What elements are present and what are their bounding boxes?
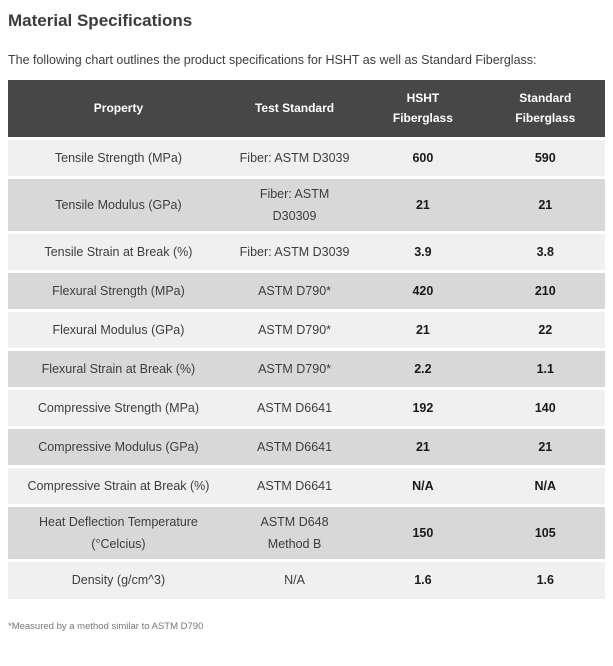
cell-hsht: 420 [360, 269, 486, 310]
cell-hsht: 192 [360, 386, 486, 427]
cell-property: Tensile Modulus (GPa) [8, 175, 229, 232]
footnote: *Measured by a method similar to ASTM D7… [8, 621, 204, 632]
table-row: Flexural Modulus (GPa) ASTM D790* 21 22 [8, 308, 605, 349]
cell-test-standard: ASTM D790* [228, 347, 361, 388]
cell-test-standard: ASTM D790* [228, 308, 361, 349]
cell-standard: 22 [485, 308, 605, 349]
cell-standard: 1.6 [485, 558, 605, 599]
cell-property: Heat Deflection Temperature (°Celcius) [8, 503, 229, 560]
table-row: Flexural Strength (MPa) ASTM D790* 420 210 [8, 269, 605, 310]
table-header-row: Property Test Standard HSHT Fiberglass S… [8, 80, 605, 138]
cell-hsht: 21 [360, 175, 486, 232]
table-row: Tensile Strength (MPa) Fiber: ASTM D3039 6… [8, 136, 605, 177]
cell-hsht: 600 [360, 136, 486, 177]
table-row: Heat Deflection Temperature (°Celcius) AS… [8, 503, 605, 560]
page-title: Material Specifications [8, 11, 193, 30]
col-header-property: Property [8, 80, 229, 138]
cell-property: Compressive Strength (MPa) [8, 386, 229, 427]
cell-hsht: N/A [360, 464, 486, 505]
cell-hsht: 21 [360, 425, 486, 466]
cell-hsht: 150 [360, 503, 486, 560]
cell-hsht: 1.6 [360, 558, 486, 599]
cell-test-standard: ASTM D648 Method B [228, 503, 361, 560]
cell-property: Tensile Strain at Break (%) [8, 230, 229, 271]
cell-standard: 3.8 [485, 230, 605, 271]
table-row: Compressive Modulus (GPa) ASTM D6641 21 21 [8, 425, 605, 466]
cell-test-standard: ASTM D6641 [228, 464, 361, 505]
cell-test-standard: ASTM D6641 [228, 386, 361, 427]
cell-standard: N/A [485, 464, 605, 505]
intro-text: The following chart outlines the product… [8, 53, 537, 67]
table-body: Tensile Strength (MPa) Fiber: ASTM D3039 6… [8, 136, 605, 599]
cell-property: Flexural Strength (MPa) [8, 269, 229, 310]
cell-property: Compressive Strain at Break (%) [8, 464, 229, 505]
cell-test-standard: Fiber: ASTM D3039 [228, 230, 361, 271]
cell-standard: 210 [485, 269, 605, 310]
cell-test-standard: Fiber: ASTM D30309 [228, 175, 361, 232]
table-row: Compressive Strength (MPa) ASTM D6641 192 1… [8, 386, 605, 427]
table-row: Tensile Modulus (GPa) Fiber: ASTM D30309 2… [8, 175, 605, 232]
cell-standard: 21 [485, 175, 605, 232]
table-row: Flexural Strain at Break (%) ASTM D790* 2.… [8, 347, 605, 388]
material-spec-table: Property Test Standard HSHT Fiberglass S… [8, 80, 605, 599]
cell-property: Flexural Strain at Break (%) [8, 347, 229, 388]
col-header-test-standard: Test Standard [228, 80, 361, 138]
cell-test-standard: Fiber: ASTM D3039 [228, 136, 361, 177]
cell-hsht: 21 [360, 308, 486, 349]
cell-property: Tensile Strength (MPa) [8, 136, 229, 177]
table-header: Property Test Standard HSHT Fiberglass S… [8, 80, 605, 138]
cell-property: Flexural Modulus (GPa) [8, 308, 229, 349]
table-row: Tensile Strain at Break (%) Fiber: ASTM D… [8, 230, 605, 271]
cell-test-standard: N/A [228, 558, 361, 599]
cell-standard: 1.1 [485, 347, 605, 388]
page: Material Specifications The following ch… [8, 10, 605, 633]
table-row: Compressive Strain at Break (%) ASTM D664… [8, 464, 605, 505]
cell-standard: 140 [485, 386, 605, 427]
cell-property: Density (g/cm^3) [8, 558, 229, 599]
cell-hsht: 3.9 [360, 230, 486, 271]
cell-property: Compressive Modulus (GPa) [8, 425, 229, 466]
cell-standard: 105 [485, 503, 605, 560]
cell-standard: 590 [485, 136, 605, 177]
cell-hsht: 2.2 [360, 347, 486, 388]
table-row: Density (g/cm^3) N/A 1.6 1.6 [8, 558, 605, 599]
col-header-standard-fiberglass: Standard Fiberglass [485, 80, 605, 138]
col-header-hsht-fiberglass: HSHT Fiberglass [360, 80, 486, 138]
cell-test-standard: ASTM D6641 [228, 425, 361, 466]
cell-test-standard: ASTM D790* [228, 269, 361, 310]
cell-standard: 21 [485, 425, 605, 466]
